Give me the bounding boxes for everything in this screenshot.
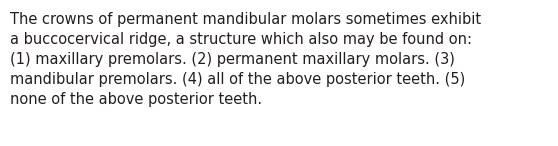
Text: The crowns of permanent mandibular molars sometimes exhibit
a buccocervical ridg: The crowns of permanent mandibular molar…: [10, 12, 481, 107]
